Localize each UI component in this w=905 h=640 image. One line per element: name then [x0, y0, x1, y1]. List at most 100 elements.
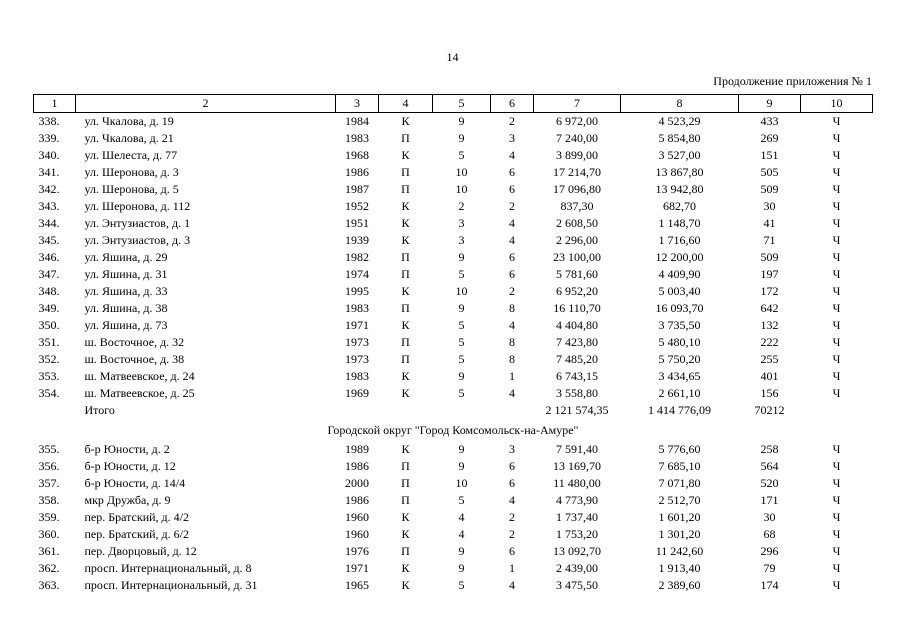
table-cell: 174 [760, 578, 779, 592]
totals-cell [491, 402, 534, 419]
table-cell: 2 [509, 527, 515, 541]
section-header-row: Городской округ "Город Комсомольск-на-Ам… [34, 419, 873, 441]
table-cell: 4 523,29 [658, 114, 701, 128]
table-cell: Ч [832, 114, 841, 128]
table-cell: ул. Шеронова, д. 112 [84, 199, 191, 213]
table-row: 363. просп. Интернациональный, д. 31 1965 К… [34, 577, 873, 594]
table-cell: 363. [38, 578, 60, 592]
table-cell: ш. Восточное, д. 32 [84, 335, 185, 349]
table-cell: 360. [38, 527, 60, 541]
table-cell: П [401, 352, 410, 366]
table-cell: 1969 [345, 386, 369, 400]
table-cell: Ч [832, 369, 841, 383]
table-cell: 3 735,50 [658, 318, 701, 332]
table-cell: 1 [509, 561, 515, 575]
table-cell: 509 [760, 182, 779, 196]
table-cell: 197 [760, 267, 779, 281]
table-cell: 1 716,60 [658, 233, 701, 247]
table-cell: 172 [760, 284, 779, 298]
table-cell: 5 [458, 148, 465, 162]
table-cell: П [401, 493, 410, 507]
table-cell: 5 480,10 [658, 335, 701, 349]
table-row: 350. ул. Яшина, д. 73 1971 К 5 4 4 404,80 3 735… [34, 317, 873, 334]
table-cell: 8 [509, 301, 515, 315]
table-cell: 2 [458, 199, 465, 213]
table-cell: 6 [509, 459, 515, 473]
column-header: 7 [533, 94, 621, 113]
table-cell: 5 [458, 493, 465, 507]
table-cell: 9 [458, 131, 465, 145]
table-cell: 5 [458, 335, 465, 349]
table-cell: 357. [38, 476, 60, 490]
table-cell: К [401, 561, 410, 575]
table-cell: К [401, 527, 410, 541]
table-cell: ш. Матвеевское, д. 24 [84, 369, 195, 383]
table-cell: 156 [760, 386, 779, 400]
table-cell: 3 [458, 233, 465, 247]
table-cell: К [401, 318, 410, 332]
table-cell: б-р Юности, д. 2 [84, 442, 170, 456]
table-cell: 505 [760, 165, 779, 179]
table-cell: 17 096,80 [553, 182, 601, 196]
table-cell: пер. Братский, д. 6/2 [84, 527, 189, 541]
totals-cell: 2 121 574,35 [545, 403, 609, 417]
table-cell: пер. Братский, д. 4/2 [84, 510, 189, 524]
column-header: 2 [75, 94, 336, 113]
totals-cell [433, 402, 491, 419]
table-cell: просп. Интернациональный, д. 31 [84, 578, 258, 592]
table-cell: 353. [38, 369, 60, 383]
table-cell: б-р Юности, д. 12 [84, 459, 176, 473]
table-cell: 222 [760, 335, 779, 349]
table-row: 344. ул. Энтузиастов, д. 1 1951 К 3 4 2 608,50… [34, 215, 873, 232]
table-cell: 68 [763, 527, 776, 541]
table-cell: К [401, 386, 410, 400]
table-cell: П [401, 131, 410, 145]
table-cell: 5 781,60 [556, 267, 598, 281]
table-cell: 352. [38, 352, 60, 366]
table-cell: 358. [38, 493, 60, 507]
table-cell: Ч [832, 459, 841, 473]
column-header: 1 [33, 94, 76, 113]
table-cell: 4 [509, 216, 515, 230]
table-cell: 71 [763, 233, 776, 247]
table-cell: 6 [509, 165, 515, 179]
table-cell: 30 [763, 199, 776, 213]
table-cell: 356. [38, 459, 60, 473]
table-row: 339. ул. Чкалова, д. 21 1983 П 9 3 7 240,00 5 8… [34, 130, 873, 147]
table-cell: Ч [832, 476, 841, 490]
table-cell: 13 867,80 [655, 165, 704, 179]
table-cell: 4 [509, 148, 515, 162]
table-cell: 338. [38, 114, 60, 128]
table-row: 347. ул. Яшина, д. 31 1974 П 5 6 5 781,60 4 409… [34, 266, 873, 283]
table-cell: П [401, 267, 410, 281]
table-cell: 345. [38, 233, 60, 247]
table-cell: 401 [760, 369, 779, 383]
buildings-table: 1 2 3 4 5 6 7 8 9 10 338. ул. Чкалова, д. 19 1984 К 9… [33, 94, 873, 594]
table-cell: 1971 [345, 561, 369, 575]
column-header: 4 [378, 94, 433, 113]
table-cell: 9 [458, 250, 465, 264]
table-cell: 5 [458, 352, 465, 366]
table-row: 345. ул. Энтузиастов, д. 3 1939 К 3 4 2 296,00… [34, 232, 873, 249]
table-cell: 17 214,70 [553, 165, 601, 179]
table-cell: 3 [509, 442, 515, 456]
table-cell: 9 [458, 301, 465, 315]
continuation-note: Продолжение приложения № 1 [713, 74, 872, 88]
table-cell: 346. [38, 250, 60, 264]
table-cell: 10 [455, 182, 468, 196]
table-cell: Ч [832, 284, 841, 298]
table-cell: 1983 [345, 131, 369, 145]
table-cell: 2 389,60 [658, 578, 701, 592]
table-cell: 4 [509, 493, 515, 507]
table-cell: 6 [509, 250, 515, 264]
table-cell: Ч [832, 318, 841, 332]
column-header: 9 [738, 94, 801, 113]
table-cell: 3 475,50 [556, 578, 598, 592]
table-cell: Ч [832, 216, 841, 230]
table-cell: 1960 [345, 527, 369, 541]
totals-cell [34, 402, 76, 419]
table-cell: Ч [832, 442, 841, 456]
table-row: 357. б-р Юности, д. 14/4 2000 П 10 6 11 480,00… [34, 475, 873, 492]
column-header: 5 [432, 94, 491, 113]
